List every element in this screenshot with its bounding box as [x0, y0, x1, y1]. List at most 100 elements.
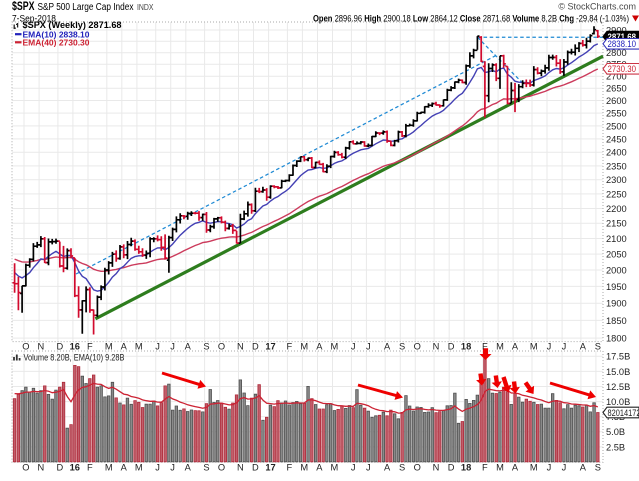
svg-text:2600: 2600: [606, 96, 627, 106]
svg-text:2200: 2200: [606, 204, 627, 214]
svg-text:D: D: [448, 463, 455, 473]
svg-text:O: O: [414, 463, 421, 473]
svg-text:N: N: [38, 463, 45, 473]
svg-text:O: O: [218, 341, 225, 351]
svg-text:INDX: INDX: [137, 2, 154, 12]
svg-text:S: S: [203, 463, 209, 473]
svg-text:D: D: [448, 341, 455, 351]
svg-text:N: N: [38, 341, 45, 351]
svg-text:S: S: [595, 341, 601, 351]
svg-text:A: A: [512, 341, 519, 351]
svg-text:J: J: [366, 341, 371, 351]
svg-text:2550: 2550: [606, 109, 627, 119]
svg-text:J: J: [351, 463, 356, 473]
svg-text:12.5B: 12.5B: [606, 382, 630, 392]
svg-text:M: M: [530, 463, 538, 473]
svg-text:2050: 2050: [606, 250, 627, 260]
svg-text:© StockCharts.com: © StockCharts.com: [558, 2, 636, 12]
svg-text:2.5B: 2.5B: [606, 442, 625, 452]
svg-text:S: S: [399, 341, 405, 351]
svg-text:A: A: [384, 463, 391, 473]
svg-text:M: M: [496, 341, 504, 351]
svg-text:2730.30: 2730.30: [608, 64, 637, 75]
svg-text:M: M: [105, 463, 113, 473]
svg-text:1950: 1950: [606, 282, 627, 292]
svg-text:J: J: [547, 463, 552, 473]
svg-text:Volume 8.20B, EMA(10) 9.28B: Volume 8.20B, EMA(10) 9.28B: [24, 352, 125, 362]
svg-text:J: J: [351, 341, 356, 351]
svg-text:2000: 2000: [606, 265, 627, 275]
svg-text:Open 2896.96 High 2900.18 Low: Open 2896.96 High 2900.18 Low 2864.12 Cl…: [313, 14, 629, 24]
svg-text:M: M: [496, 463, 504, 473]
svg-text:D: D: [56, 463, 63, 473]
svg-text:M: M: [530, 341, 538, 351]
svg-text:D: D: [252, 341, 259, 351]
svg-text:O: O: [414, 341, 421, 351]
svg-text:18: 18: [461, 463, 471, 473]
svg-text:A: A: [185, 463, 192, 473]
svg-text:1850: 1850: [606, 316, 627, 326]
svg-text:J: J: [170, 341, 175, 351]
svg-text:2650: 2650: [606, 84, 627, 94]
svg-text:J: J: [155, 341, 160, 351]
svg-text:M: M: [105, 341, 113, 351]
svg-text:J: J: [170, 463, 175, 473]
svg-text:2300: 2300: [606, 175, 627, 185]
svg-text:F: F: [87, 463, 93, 473]
svg-text:A: A: [580, 463, 587, 473]
svg-text:S: S: [595, 463, 601, 473]
svg-text:F: F: [286, 463, 292, 473]
svg-text:2450: 2450: [606, 134, 627, 144]
svg-text:F: F: [482, 463, 488, 473]
svg-text:D: D: [56, 341, 63, 351]
svg-text:J: J: [562, 341, 567, 351]
svg-text:O: O: [218, 463, 225, 473]
svg-text:17.5B: 17.5B: [606, 352, 630, 362]
svg-text:D: D: [252, 463, 259, 473]
svg-text:A: A: [185, 341, 192, 351]
svg-text:17: 17: [265, 341, 275, 351]
svg-text:O: O: [22, 463, 29, 473]
svg-text:2350: 2350: [606, 161, 627, 171]
svg-text:S: S: [203, 341, 209, 351]
svg-text:EMA(40) 2730.30: EMA(40) 2730.30: [23, 37, 90, 47]
svg-text:A: A: [316, 463, 323, 473]
svg-text:F: F: [286, 341, 292, 351]
svg-text:18: 18: [461, 341, 471, 351]
svg-text:A: A: [384, 341, 391, 351]
svg-text:J: J: [366, 463, 371, 473]
svg-text:N: N: [433, 463, 440, 473]
svg-text:F: F: [87, 341, 93, 351]
svg-text:A: A: [580, 341, 587, 351]
svg-text:16: 16: [70, 463, 80, 473]
svg-text:10.0B: 10.0B: [606, 397, 630, 407]
svg-text:M: M: [135, 463, 143, 473]
svg-text:16: 16: [70, 341, 80, 351]
svg-text:J: J: [155, 463, 160, 473]
svg-text:M: M: [300, 341, 308, 351]
svg-text:N: N: [237, 463, 244, 473]
svg-text:82014172: 82014172: [608, 408, 639, 419]
svg-text:1800: 1800: [606, 334, 627, 344]
svg-text:17: 17: [265, 463, 275, 473]
svg-text:2100: 2100: [606, 234, 627, 244]
svg-text:5.0B: 5.0B: [606, 427, 625, 437]
svg-text:A: A: [512, 463, 519, 473]
svg-text:O: O: [22, 341, 29, 351]
svg-text:1900: 1900: [606, 299, 627, 309]
svg-text:2500: 2500: [606, 121, 627, 131]
svg-text:A: A: [121, 341, 128, 351]
svg-text:S&P 500 Large Cap Index: S&P 500 Large Cap Index: [38, 2, 134, 13]
svg-text:J: J: [547, 341, 552, 351]
svg-text:15.0B: 15.0B: [606, 367, 630, 377]
svg-text:A: A: [316, 341, 323, 351]
svg-text:N: N: [433, 341, 440, 351]
svg-text:2838.10: 2838.10: [608, 39, 637, 50]
svg-text:$SPX: $SPX: [12, 0, 35, 13]
svg-text:A: A: [121, 463, 128, 473]
svg-text:J: J: [562, 463, 567, 473]
svg-text:S: S: [399, 463, 405, 473]
svg-text:2400: 2400: [606, 148, 627, 158]
svg-text:N: N: [237, 341, 244, 351]
svg-text:2250: 2250: [606, 189, 627, 199]
